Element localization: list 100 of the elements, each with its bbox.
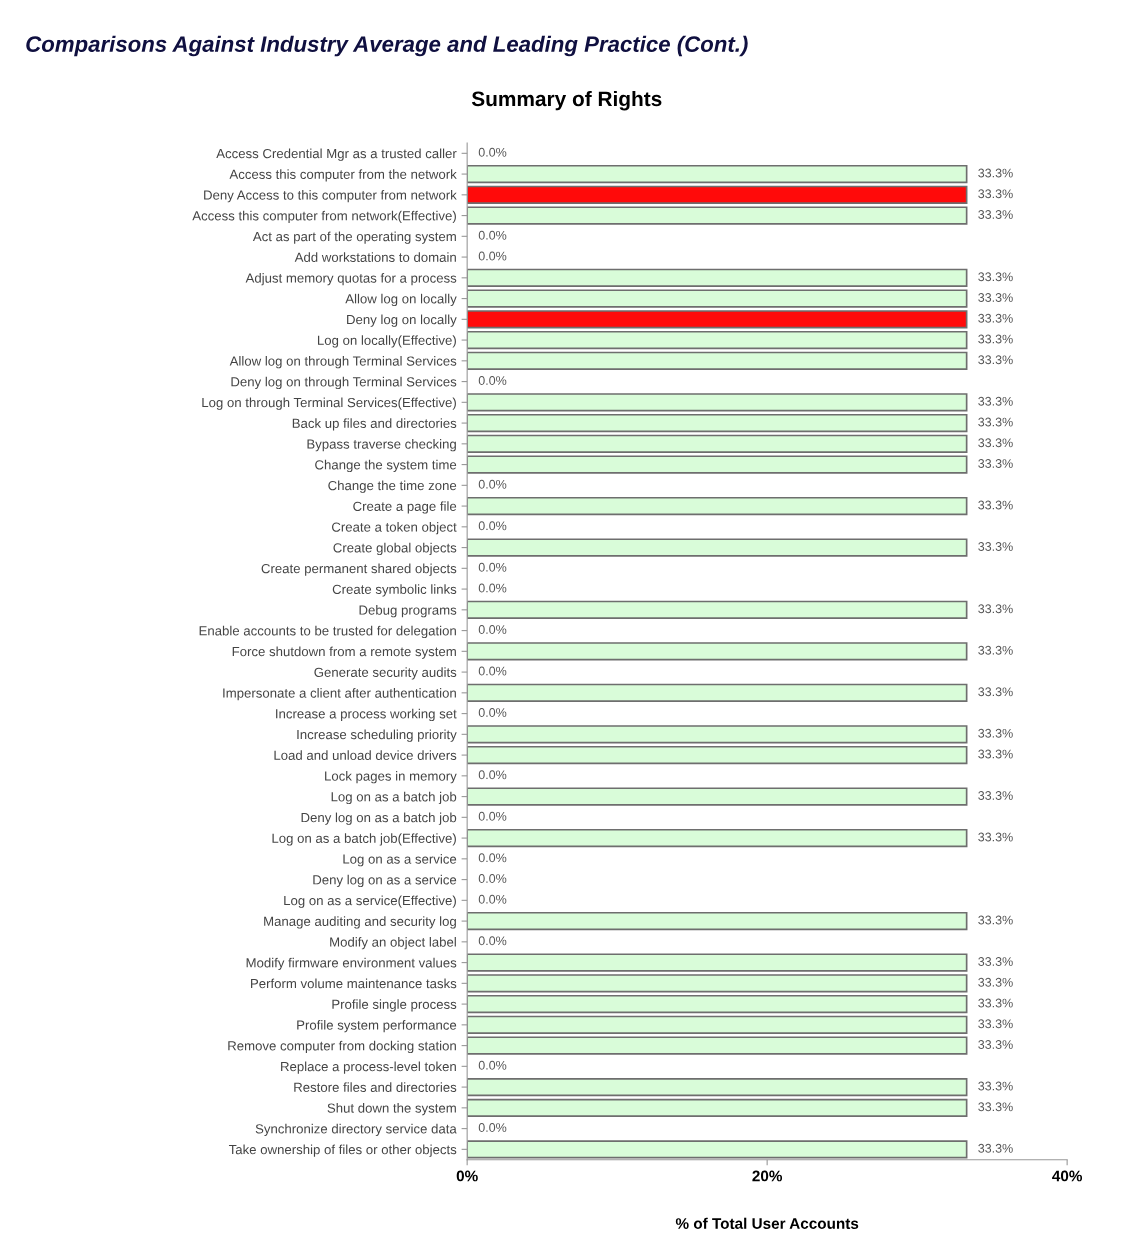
data-label: 0.0%	[478, 853, 507, 863]
y-tick-label: Add workstations to domain	[294, 252, 456, 262]
data-label: 0.0%	[478, 770, 507, 780]
y-tick-label: Impersonate a client after authentication	[223, 688, 456, 701]
data-label: 0.0%	[478, 230, 507, 240]
data-label: 33.3%	[978, 542, 1013, 551]
y-tick-label: Debug programs	[359, 605, 457, 618]
data-label: 33.3%	[978, 832, 1013, 842]
data-label: 0.0%	[478, 479, 507, 489]
data-label: 33.3%	[978, 1143, 1013, 1153]
data-label: 0.0%	[478, 874, 507, 883]
y-tick-label: Allow log on through Terminal Services	[229, 356, 457, 369]
data-label: 33.3%	[978, 396, 1013, 406]
data-label: 0.0%	[478, 936, 507, 946]
y-tick-label: Shut down the system	[327, 1103, 456, 1116]
data-label: 0.0%	[478, 147, 507, 157]
y-tick-label: Synchronize directory service data	[255, 1123, 457, 1137]
data-label: 33.3%	[978, 355, 1013, 365]
data-label: 33.3%	[978, 417, 1013, 427]
data-label: 33.3%	[978, 1081, 1013, 1091]
y-tick-label: Deny log on as a batch job	[301, 812, 457, 825]
y-tick-label: Change the system time	[315, 459, 457, 473]
y-tick-label: Act as part of the operating system	[252, 231, 456, 244]
y-tick-label: Deny Access to this computer from network	[204, 190, 457, 203]
y-tick-label: Modify an object label	[330, 937, 456, 950]
data-label: 33.3%	[978, 189, 1013, 199]
y-tick-label: Profile system performance	[297, 1020, 457, 1033]
chart-subtitle: Summary of Rights	[471, 90, 662, 111]
y-tick-label: Remove computer from docking station	[228, 1040, 456, 1054]
data-label: 0.0%	[478, 376, 507, 385]
y-tick-label: Access this computer from network(Effective)	[192, 210, 456, 224]
data-label: 0.0%	[478, 583, 507, 593]
data-label: 33.3%	[978, 977, 1013, 987]
y-tick-label: Change the time zone	[328, 480, 457, 493]
x-tick-label: 40%	[1052, 1170, 1083, 1182]
data-label: 33.3%	[978, 293, 1013, 302]
data-label: 33.3%	[978, 749, 1013, 759]
y-tick-label: Profile single process	[332, 999, 457, 1012]
data-label: 0.0%	[478, 894, 507, 904]
data-label: 33.3%	[978, 791, 1013, 800]
data-label: 33.3%	[978, 313, 1013, 323]
data-label: 0.0%	[478, 1123, 507, 1132]
x-axis-title: % of Total User Accounts	[675, 1217, 859, 1229]
data-label: 33.3%	[978, 168, 1013, 178]
y-tick-label: Replace a process-level token	[281, 1061, 456, 1074]
y-tick-label: Deny log on locally	[347, 314, 457, 327]
x-tick-label: 20%	[752, 1170, 783, 1182]
data-label: 33.3%	[978, 604, 1013, 614]
y-tick-label: Force shutdown from a remote system	[232, 646, 456, 659]
y-tick-label: Increase scheduling priority	[297, 729, 457, 742]
y-tick-label: Create permanent shared objects	[261, 563, 457, 576]
y-tick-label: Perform volume maintenance tasks	[251, 978, 457, 989]
data-label: 0.0%	[478, 666, 507, 676]
y-tick-label: Create a token object	[332, 522, 457, 535]
y-tick-label: Log on as a batch job	[331, 791, 457, 805]
y-tick-label: Lock pages in memory	[325, 771, 457, 784]
data-label: 0.0%	[478, 811, 507, 821]
data-label: 33.3%	[978, 998, 1013, 1008]
y-tick-label: Restore files and directories	[294, 1082, 457, 1092]
data-label: 0.0%	[478, 562, 507, 572]
data-label: 0.0%	[478, 1060, 507, 1070]
y-tick-label: Enable accounts to be trusted for delegation	[199, 625, 456, 639]
y-tick-label: Access Credential Mgr as a trusted caller	[216, 148, 457, 161]
y-tick-label: Deny log on as a service	[313, 874, 457, 888]
y-tick-label: Take ownership of files or other objects	[228, 1144, 457, 1157]
y-tick-label: Back up files and directories	[292, 418, 457, 431]
data-label: 0.0%	[478, 251, 507, 261]
y-tick-label: Log on locally(Effective)	[317, 335, 456, 348]
y-tick-label: Manage auditing and security log	[264, 916, 456, 929]
y-tick-label: Log on as a service	[343, 854, 457, 867]
y-tick-label: Create symbolic links	[332, 584, 457, 597]
data-label: 0.0%	[478, 625, 507, 634]
data-label: 0.0%	[478, 708, 507, 717]
y-tick-label: Bypass traverse checking	[307, 439, 456, 452]
x-tick-label: 0%	[456, 1170, 478, 1182]
chart-title: Comparisons Against Industry Average and Leading Practice (Cont.)	[26, 35, 748, 57]
y-tick-label: Increase a process working set	[276, 708, 457, 722]
data-label: 33.3%	[978, 645, 1013, 655]
y-tick-label: Generate security audits	[314, 667, 457, 680]
y-tick-label: Allow log on locally	[345, 293, 457, 307]
y-tick-label: Deny log on through Terminal Services	[231, 376, 457, 390]
data-label: 33.3%	[978, 438, 1013, 448]
y-tick-label: Log on as a service(Effective)	[284, 895, 456, 908]
data-label: 33.3%	[978, 500, 1013, 510]
data-label: 33.3%	[978, 1102, 1013, 1112]
y-tick-label: Load and unload device drivers	[274, 750, 457, 760]
data-label: 33.3%	[978, 210, 1013, 219]
data-label: 33.3%	[978, 459, 1013, 468]
data-label: 33.3%	[978, 272, 1013, 282]
data-label: 33.3%	[978, 687, 1013, 697]
y-tick-label: Modify firmware environment values	[246, 957, 457, 971]
y-tick-label: Log on through Terminal Services(Effective)	[202, 397, 456, 410]
data-label: 33.3%	[978, 957, 1013, 966]
data-label: 33.3%	[978, 1019, 1013, 1029]
data-label: 33.3%	[978, 1040, 1013, 1049]
data-label: 33.3%	[978, 334, 1013, 344]
y-tick-label: Access this computer from the network	[229, 169, 457, 182]
data-label: 0.0%	[478, 521, 507, 531]
y-tick-label: Log on as a batch job(Effective)	[272, 833, 456, 846]
data-label: 33.3%	[978, 915, 1013, 925]
